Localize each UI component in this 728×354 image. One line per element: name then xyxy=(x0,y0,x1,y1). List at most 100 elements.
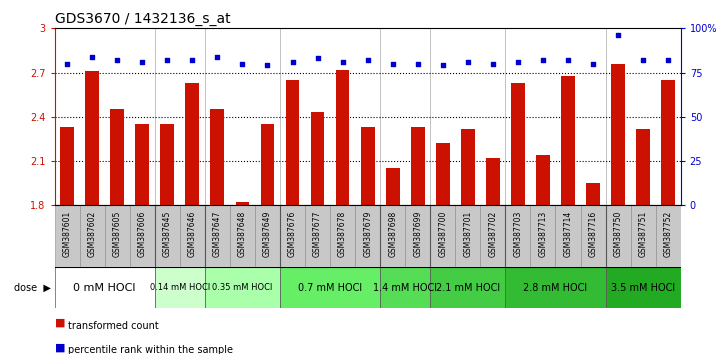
Bar xyxy=(380,267,430,308)
Text: GSM387601: GSM387601 xyxy=(63,210,71,257)
Bar xyxy=(355,205,380,267)
Text: GSM387716: GSM387716 xyxy=(588,210,598,257)
Point xyxy=(61,61,73,67)
Bar xyxy=(505,205,531,267)
Bar xyxy=(580,205,606,267)
Point xyxy=(612,33,624,38)
Bar xyxy=(561,75,575,205)
Point xyxy=(537,57,549,63)
Point xyxy=(637,57,649,63)
Bar xyxy=(361,127,374,205)
Bar xyxy=(430,205,455,267)
Text: GSM387714: GSM387714 xyxy=(563,210,572,257)
Point xyxy=(312,56,323,61)
Bar xyxy=(531,205,555,267)
Bar xyxy=(536,155,550,205)
Text: GSM387698: GSM387698 xyxy=(388,210,397,257)
Text: GSM387649: GSM387649 xyxy=(263,210,272,257)
Bar xyxy=(155,267,205,308)
Point xyxy=(136,59,148,65)
Text: GSM387713: GSM387713 xyxy=(539,210,547,257)
Bar xyxy=(180,205,205,267)
Bar xyxy=(85,71,99,205)
Point xyxy=(662,57,674,63)
Bar xyxy=(411,127,424,205)
Bar xyxy=(586,183,600,205)
Bar xyxy=(555,205,580,267)
Bar xyxy=(55,267,155,308)
Text: 3.5 mM HOCl: 3.5 mM HOCl xyxy=(611,282,675,293)
Bar xyxy=(405,205,430,267)
Bar xyxy=(505,267,606,308)
Point xyxy=(587,61,599,67)
Bar xyxy=(205,205,230,267)
Text: GSM387699: GSM387699 xyxy=(414,210,422,257)
Bar xyxy=(330,205,355,267)
Bar xyxy=(130,205,155,267)
Bar xyxy=(210,109,224,205)
Point xyxy=(237,61,248,67)
Point xyxy=(287,59,298,65)
Text: 0.7 mM HOCl: 0.7 mM HOCl xyxy=(298,282,362,293)
Bar xyxy=(436,143,450,205)
Text: percentile rank within the sample: percentile rank within the sample xyxy=(68,346,233,354)
Text: GSM387648: GSM387648 xyxy=(238,210,247,257)
Text: 0.14 mM HOCl: 0.14 mM HOCl xyxy=(150,283,210,292)
Text: GSM387679: GSM387679 xyxy=(363,210,372,257)
Bar xyxy=(285,80,299,205)
Bar xyxy=(486,158,499,205)
Point xyxy=(362,57,373,63)
Bar xyxy=(230,205,255,267)
Bar xyxy=(606,267,681,308)
Bar xyxy=(511,83,525,205)
Bar xyxy=(105,205,130,267)
Point xyxy=(261,63,273,68)
Text: GSM387602: GSM387602 xyxy=(87,210,97,257)
Text: GSM387700: GSM387700 xyxy=(438,210,447,257)
Text: GSM387677: GSM387677 xyxy=(313,210,322,257)
Bar xyxy=(612,64,625,205)
Text: ■: ■ xyxy=(55,318,65,328)
Bar xyxy=(386,169,400,205)
Point xyxy=(111,57,123,63)
Bar xyxy=(236,202,249,205)
Bar xyxy=(280,267,380,308)
Text: GSM387678: GSM387678 xyxy=(338,210,347,257)
Point xyxy=(437,63,448,68)
Bar xyxy=(305,205,330,267)
Bar xyxy=(606,205,630,267)
Text: GSM387606: GSM387606 xyxy=(138,210,147,257)
Point xyxy=(512,59,523,65)
Text: 1.4 mM HOCl: 1.4 mM HOCl xyxy=(373,282,438,293)
Point xyxy=(487,61,499,67)
Text: GSM387676: GSM387676 xyxy=(288,210,297,257)
Bar xyxy=(255,205,280,267)
Text: transformed count: transformed count xyxy=(68,321,159,331)
Text: GSM387646: GSM387646 xyxy=(188,210,197,257)
Bar xyxy=(661,80,675,205)
Text: GSM387701: GSM387701 xyxy=(463,210,472,257)
Bar xyxy=(79,205,105,267)
Bar xyxy=(336,70,349,205)
Point xyxy=(412,61,424,67)
Bar xyxy=(380,205,405,267)
Point xyxy=(212,54,223,59)
Text: GSM387645: GSM387645 xyxy=(163,210,172,257)
Text: GSM387647: GSM387647 xyxy=(213,210,222,257)
Bar xyxy=(60,127,74,205)
Text: GDS3670 / 1432136_s_at: GDS3670 / 1432136_s_at xyxy=(55,12,230,26)
Bar xyxy=(430,267,505,308)
Bar xyxy=(205,267,280,308)
Bar xyxy=(656,205,681,267)
Bar xyxy=(461,129,475,205)
Point xyxy=(562,57,574,63)
Text: GSM387752: GSM387752 xyxy=(664,210,673,257)
Point xyxy=(462,59,474,65)
Text: ■: ■ xyxy=(55,342,65,353)
Bar xyxy=(155,205,180,267)
Point xyxy=(337,59,349,65)
Text: GSM387702: GSM387702 xyxy=(488,210,497,257)
Bar xyxy=(280,205,305,267)
Bar xyxy=(636,129,650,205)
Point xyxy=(186,57,198,63)
